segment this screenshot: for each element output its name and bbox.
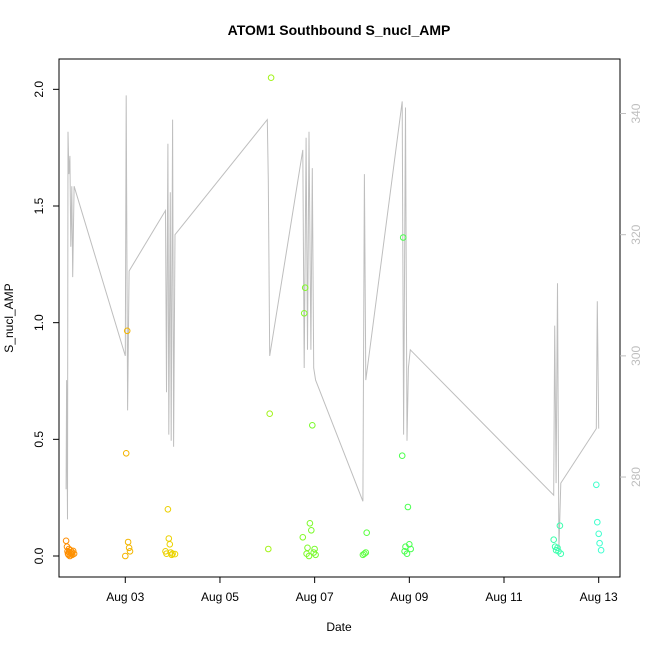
x-tick-label: Aug 05 — [201, 590, 239, 604]
x-axis: Aug 03 Aug 05 Aug 07 Aug 09 Aug 11 Aug 13 — [106, 577, 618, 604]
data-point — [595, 530, 603, 538]
data-point — [166, 541, 174, 548]
y-tick-label: 2.0 — [32, 81, 46, 98]
data-point — [123, 327, 131, 335]
data-point — [171, 550, 179, 558]
y-tick-label: 0.5 — [32, 431, 46, 448]
y-tick-label: 0.0 — [32, 547, 46, 564]
data-point — [594, 518, 601, 526]
y-tick-label-right: 280 — [629, 467, 643, 487]
y-tick-label-right: 320 — [629, 224, 643, 244]
y-tick-label: 1.5 — [32, 197, 46, 214]
data-point — [556, 522, 564, 530]
data-point — [267, 74, 275, 81]
data-point — [169, 550, 176, 558]
chart-title: ATOM1 Southbound S_nucl_AMP — [228, 22, 451, 38]
data-point — [301, 284, 309, 292]
data-point — [165, 535, 173, 542]
data-point — [362, 549, 370, 556]
data-point — [299, 534, 307, 541]
x-tick-label: Aug 07 — [296, 590, 334, 604]
data-point — [407, 545, 415, 553]
data-point — [403, 550, 411, 558]
data-point — [406, 541, 413, 548]
data-point — [554, 544, 561, 552]
data-point — [304, 544, 311, 552]
y-tick-label-right: 300 — [629, 346, 643, 366]
y-axis-label: S_nucl_AMP — [2, 283, 16, 352]
data-point — [266, 410, 274, 418]
data-point — [69, 547, 77, 555]
data-point — [363, 529, 371, 537]
data-point — [361, 550, 368, 558]
y-tick-label-right: 340 — [629, 103, 643, 123]
data-point — [164, 506, 172, 513]
x-tick-label: Aug 13 — [580, 590, 618, 604]
data-point — [306, 520, 314, 527]
data-point — [308, 527, 315, 534]
point-series — [62, 74, 605, 560]
data-point — [311, 545, 318, 553]
data-point — [265, 545, 272, 553]
data-point — [125, 544, 133, 552]
y-tick-label: 1.0 — [32, 314, 46, 331]
data-point — [597, 546, 605, 554]
data-point — [312, 551, 319, 559]
data-point — [70, 550, 78, 558]
data-point — [550, 536, 558, 544]
data-point — [596, 539, 603, 547]
data-point — [593, 481, 600, 489]
data-point — [557, 550, 565, 558]
x-tick-label: Aug 03 — [106, 590, 144, 604]
data-point — [126, 548, 134, 555]
series-line — [65, 95, 600, 550]
data-point — [122, 450, 130, 457]
data-point — [62, 537, 70, 545]
data-point — [124, 538, 132, 546]
data-point — [300, 310, 308, 317]
data-point — [122, 552, 129, 560]
line-series — [65, 95, 600, 550]
data-point — [404, 503, 412, 511]
y-axis-right: 280 300 320 340 — [620, 103, 643, 487]
x-axis-label: Date — [326, 620, 352, 634]
x-tick-label: Aug 09 — [390, 590, 428, 604]
data-point — [305, 552, 313, 560]
y-axis-left: 0.0 0.5 1.0 1.5 2.0 — [32, 81, 59, 564]
data-point — [399, 234, 407, 241]
x-tick-label: Aug 11 — [485, 590, 522, 604]
data-point — [398, 452, 406, 460]
plot-frame — [58, 58, 621, 578]
data-point — [168, 551, 175, 559]
data-point — [309, 422, 316, 429]
